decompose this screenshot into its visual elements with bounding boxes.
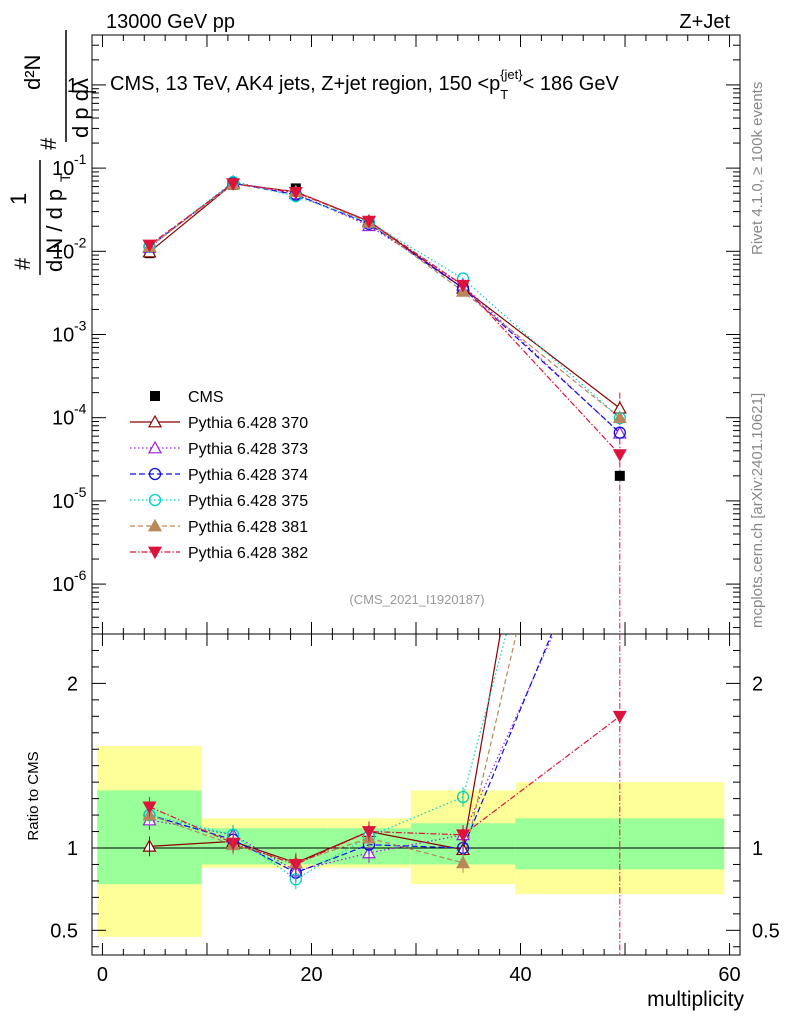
legend-label-1: Pythia 6.428 373 — [188, 441, 308, 458]
series-line-main-4 — [149, 183, 621, 419]
x-tick-label: 40 — [509, 964, 531, 986]
legend-marker-2 — [148, 467, 162, 481]
chart-title-tail: < 186 GeV — [523, 73, 620, 95]
y-tick-label-main: 1 — [67, 75, 78, 97]
legend-label-5: Pythia 6.428 382 — [188, 545, 308, 562]
main-panel: 10 -610 -510 -410 -310 -210 -11 — [52, 34, 741, 635]
rivet-version-label: Rivet 4.1.0, ≥ 100k events — [749, 82, 766, 255]
header-left-label: 13000 GeV pp — [106, 11, 235, 33]
y-tick-label-main: 10 — [52, 408, 74, 430]
chart-title-subscript: T — [500, 87, 508, 102]
series-point-ratio-5-5 — [612, 710, 627, 724]
series-line-main-5 — [149, 183, 621, 456]
main-ylabel-hash-mid: # — [36, 137, 61, 150]
chart-title: CMS, 13 TeV, AK4 jets, Z+jet region, 150… — [110, 67, 619, 102]
legend-entry-cms: CMS — [150, 389, 224, 406]
series-line-ratio-1 — [149, 634, 554, 872]
y-tick-label-main-exp: -1 — [74, 151, 87, 167]
header-right-label: Z+Jet — [679, 11, 730, 33]
y-tick-label-ratio-right: 1 — [752, 838, 763, 860]
legend-entry-0: Pythia 6.428 370 — [130, 414, 308, 432]
ratio-ylabel: Ratio to CMS — [25, 751, 42, 840]
series-point-main-5-1 — [226, 178, 241, 191]
series-point-main-5-2 — [288, 187, 303, 200]
y-tick-label-main: 10 — [52, 241, 74, 263]
legend-marker-4 — [147, 518, 163, 532]
y-tick-label-main-exp: -3 — [74, 318, 87, 334]
main-ylabel-T-sub-left: T — [57, 173, 73, 182]
series-point-main-5-0 — [142, 239, 157, 253]
x-tick-label: 0 — [97, 964, 108, 986]
series-line-main-3 — [149, 181, 621, 419]
legend: CMS Pythia 6.428 370 Pythia 6.428 373 Pythi… — [130, 389, 308, 562]
y-tick-label-main-exp: -4 — [74, 401, 87, 417]
legend-marker-3 — [148, 493, 162, 507]
series-line-ratio-2 — [149, 634, 553, 874]
y-tick-label-main: 10 — [52, 574, 74, 596]
legend-label-4: Pythia 6.428 381 — [188, 519, 308, 536]
y-tick-label-ratio-left: 1 — [67, 838, 78, 860]
analysis-tag: (CMS_2021_I1920187) — [349, 592, 484, 607]
legend-entry-2: Pythia 6.428 374 — [130, 467, 308, 484]
y-tick-label-main-exp: -6 — [74, 567, 87, 583]
main-ylabel-d2N: d²N — [20, 55, 45, 90]
series-point-main-5-3 — [361, 215, 376, 229]
legend-entry-3: Pythia 6.428 375 — [130, 493, 308, 510]
y-tick-label-main: 10 — [52, 491, 74, 513]
series-line-ratio-3 — [149, 634, 507, 880]
series-point-main-5-4 — [456, 279, 471, 293]
band-inner-1 — [201, 828, 328, 865]
series-line-main-1 — [149, 181, 621, 434]
y-tick-label-main-exp: -5 — [74, 484, 87, 500]
series-point-main-2-5 — [613, 426, 626, 439]
legend-marker-1 — [147, 440, 163, 454]
y-tick-label-ratio-right: 0.5 — [752, 920, 780, 942]
legend-marker-0 — [147, 414, 163, 428]
series-line-ratio-0 — [149, 634, 501, 864]
y-tick-label-main-exp: -2 — [74, 234, 87, 250]
main-ylabel-dpT-dlambda: d p dλ — [68, 78, 93, 138]
legend-marker-cms — [150, 391, 160, 401]
series-line-main-0 — [149, 183, 621, 409]
main-ylabel-one: 1 — [6, 193, 31, 205]
main-series-layer — [142, 174, 627, 634]
xlabel: multiplicity — [647, 988, 744, 1011]
chart-title-main: CMS, 13 TeV, AK4 jets, Z+jet region, 150… — [110, 73, 500, 95]
legend-marker-5 — [147, 546, 163, 560]
chart-title-superscript: {jet} — [500, 67, 523, 82]
main-ylabel: # 1 d N / d p T # d²N d p dλ T — [6, 30, 99, 275]
legend-label-3: Pythia 6.428 375 — [188, 493, 308, 510]
y-tick-label-ratio-left: 2 — [67, 673, 78, 695]
ratio-panel: 0 20 40 60 0.5 0.5 1 1 2 2 — [50, 633, 780, 986]
y-tick-label-ratio-left: 0.5 — [50, 920, 78, 942]
legend-label-2: Pythia 6.428 374 — [188, 467, 308, 484]
series-point-main-5-5 — [612, 449, 627, 462]
mcplots-label: mcplots.cern.ch [arXiv:2401.10621] — [749, 393, 766, 628]
main-ylabel-dN-dpT: d N / d p — [42, 189, 67, 272]
ratio-series-layer — [142, 634, 627, 955]
cms-data-point-5 — [614, 470, 625, 481]
x-tick-label: 60 — [718, 964, 740, 986]
series-line-ratio-4 — [149, 634, 517, 864]
legend-entry-4: Pythia 6.428 381 — [130, 518, 308, 536]
legend-entry-1: Pythia 6.428 373 — [130, 440, 308, 458]
y-tick-label-main: 10 — [52, 325, 74, 347]
legend-entry-5: Pythia 6.428 382 — [130, 545, 308, 562]
legend-label-0: Pythia 6.428 370 — [188, 415, 308, 432]
ratio-uncertainty-bands — [97, 745, 725, 937]
series-point-main-4-5 — [612, 410, 627, 424]
x-tick-label: 20 — [300, 964, 322, 986]
main-ylabel-hash-left: # — [10, 257, 35, 270]
main-ylabel-T-sub-right: T — [83, 87, 99, 96]
series-line-ratio-5 — [149, 715, 621, 866]
y-tick-label-ratio-right: 2 — [752, 673, 763, 695]
y-tick-label-main: 10 — [52, 158, 74, 180]
legend-label-cms: CMS — [188, 389, 224, 406]
